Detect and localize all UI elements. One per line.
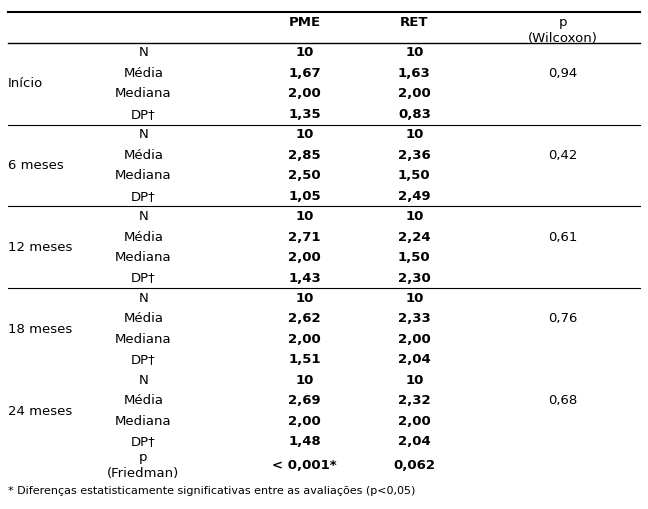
Text: Média: Média — [123, 394, 163, 407]
Text: 6 meses: 6 meses — [8, 159, 64, 172]
Text: 10: 10 — [405, 210, 424, 223]
Text: 10: 10 — [295, 374, 314, 387]
Text: 10: 10 — [405, 374, 424, 387]
Text: 1,35: 1,35 — [288, 108, 321, 121]
Text: p
(Friedman): p (Friedman) — [107, 451, 179, 480]
Text: N: N — [139, 46, 148, 60]
Text: DP†: DP† — [131, 190, 156, 203]
Text: 1,48: 1,48 — [288, 435, 321, 448]
Text: 2,00: 2,00 — [288, 333, 321, 346]
Text: 2,00: 2,00 — [398, 333, 431, 346]
Text: 0,94: 0,94 — [548, 67, 577, 80]
Text: 0,61: 0,61 — [548, 231, 577, 244]
Text: < 0,001*: < 0,001* — [272, 459, 337, 472]
Text: 10: 10 — [405, 128, 424, 142]
Text: 2,00: 2,00 — [398, 88, 431, 100]
Text: 0,42: 0,42 — [548, 149, 577, 162]
Text: 2,00: 2,00 — [398, 415, 431, 428]
Text: 0,83: 0,83 — [398, 108, 431, 121]
Text: 2,00: 2,00 — [288, 88, 321, 100]
Text: Mediana: Mediana — [115, 251, 172, 264]
Text: N: N — [139, 128, 148, 142]
Text: 12 meses: 12 meses — [8, 241, 72, 254]
Text: Média: Média — [123, 149, 163, 162]
Text: 2,33: 2,33 — [398, 313, 431, 325]
Text: 1,50: 1,50 — [398, 169, 431, 182]
Text: 2,69: 2,69 — [288, 394, 321, 407]
Text: Início: Início — [8, 77, 43, 90]
Text: 1,43: 1,43 — [288, 271, 321, 285]
Text: 0,76: 0,76 — [548, 313, 577, 325]
Text: 2,36: 2,36 — [398, 149, 431, 162]
Text: 1,05: 1,05 — [288, 190, 321, 203]
Text: Média: Média — [123, 313, 163, 325]
Text: p
(Wilcoxon): p (Wilcoxon) — [527, 16, 597, 45]
Text: 0,68: 0,68 — [548, 394, 577, 407]
Text: 2,49: 2,49 — [398, 190, 431, 203]
Text: Mediana: Mediana — [115, 88, 172, 100]
Text: * Diferenças estatisticamente significativas entre as avaliações (p<0,05): * Diferenças estatisticamente significat… — [8, 486, 415, 496]
Text: N: N — [139, 210, 148, 223]
Text: 2,30: 2,30 — [398, 271, 431, 285]
Text: 10: 10 — [295, 292, 314, 305]
Text: Mediana: Mediana — [115, 415, 172, 428]
Text: 18 meses: 18 meses — [8, 323, 72, 336]
Text: 2,50: 2,50 — [288, 169, 321, 182]
Text: 24 meses: 24 meses — [8, 405, 72, 417]
Text: 1,63: 1,63 — [398, 67, 431, 80]
Text: Média: Média — [123, 67, 163, 80]
Text: 2,85: 2,85 — [288, 149, 321, 162]
Text: 2,62: 2,62 — [288, 313, 321, 325]
Text: RET: RET — [400, 16, 428, 29]
Text: Média: Média — [123, 231, 163, 244]
Text: 10: 10 — [295, 128, 314, 142]
Text: DP†: DP† — [131, 435, 156, 448]
Text: DP†: DP† — [131, 271, 156, 285]
Text: 10: 10 — [295, 210, 314, 223]
Text: N: N — [139, 292, 148, 305]
Text: DP†: DP† — [131, 108, 156, 121]
Text: 2,32: 2,32 — [398, 394, 431, 407]
Text: 2,04: 2,04 — [398, 353, 431, 366]
Text: DP†: DP† — [131, 353, 156, 366]
Text: 2,71: 2,71 — [288, 231, 321, 244]
Text: 2,00: 2,00 — [288, 251, 321, 264]
Text: 2,00: 2,00 — [288, 415, 321, 428]
Text: Mediana: Mediana — [115, 333, 172, 346]
Text: Mediana: Mediana — [115, 169, 172, 182]
Text: 2,04: 2,04 — [398, 435, 431, 448]
Text: 2,24: 2,24 — [398, 231, 431, 244]
Text: 10: 10 — [405, 46, 424, 60]
Text: 1,50: 1,50 — [398, 251, 431, 264]
Text: N: N — [139, 374, 148, 387]
Text: 10: 10 — [405, 292, 424, 305]
Text: 10: 10 — [295, 46, 314, 60]
Text: 1,67: 1,67 — [288, 67, 321, 80]
Text: 0,062: 0,062 — [393, 459, 435, 472]
Text: PME: PME — [288, 16, 321, 29]
Text: 1,51: 1,51 — [288, 353, 321, 366]
